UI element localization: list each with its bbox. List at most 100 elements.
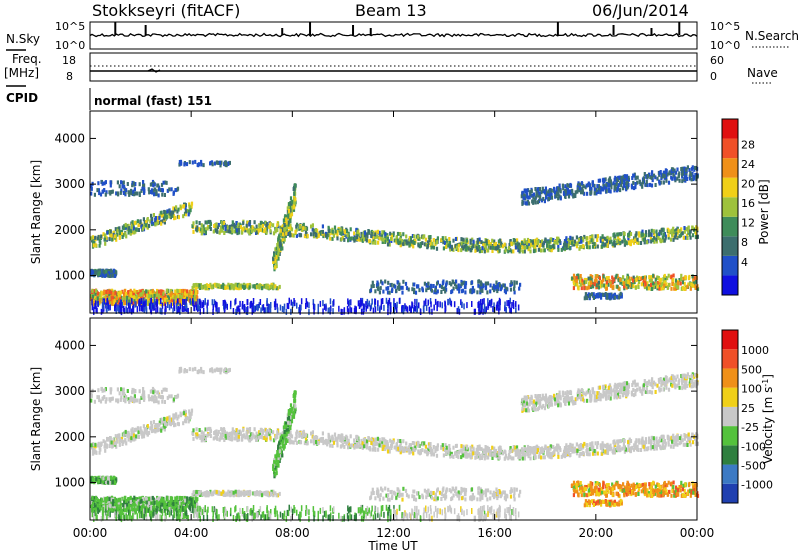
- power-cell: [460, 279, 463, 284]
- power-cell: [171, 213, 174, 218]
- power-cell: [616, 185, 620, 190]
- power-cell: [161, 295, 164, 300]
- power-cell: [109, 183, 112, 188]
- velocity-cell: [333, 432, 337, 437]
- power-cell: [304, 226, 307, 231]
- power-cell: [104, 290, 107, 295]
- power-cell: [444, 301, 446, 308]
- power-cell: [419, 309, 422, 315]
- power-cell: [632, 275, 635, 280]
- power-cell: [397, 239, 400, 244]
- power-cell: [95, 306, 97, 313]
- power-cell: [493, 306, 495, 313]
- power-cell: [649, 175, 652, 180]
- power-cell: [624, 181, 627, 186]
- power-cell: [476, 238, 479, 242]
- velocity-cell: [235, 428, 238, 433]
- power-cell: [377, 304, 379, 311]
- power-cell: [687, 229, 690, 234]
- y-tick-label: 3000: [54, 177, 85, 191]
- power-cell: [127, 223, 130, 228]
- velocity-cell: [379, 439, 382, 444]
- power-cell: [370, 234, 373, 239]
- power-cell: [372, 230, 375, 235]
- power-cell: [552, 243, 555, 248]
- power-cell: [215, 160, 218, 165]
- power-cell: [533, 239, 536, 243]
- power-cell: [124, 297, 127, 302]
- power-cell: [193, 302, 196, 306]
- power-cell: [136, 299, 140, 304]
- velocity-cell: [643, 447, 646, 452]
- power-cell: [194, 293, 197, 298]
- velocity-cell: [596, 451, 599, 456]
- power-cell: [374, 289, 377, 294]
- power-cell: [100, 234, 103, 239]
- velocity-cell: [480, 456, 483, 460]
- power-cell: [140, 224, 143, 229]
- power-cell: [434, 298, 437, 305]
- power-cell: [510, 307, 512, 314]
- power-cell: [126, 299, 128, 306]
- power-cell: [135, 297, 138, 302]
- power-cell: [639, 241, 643, 245]
- freq-tick-left-bottom: 8: [66, 70, 73, 83]
- power-cell: [588, 245, 591, 250]
- power-cell: [530, 239, 533, 244]
- power-cell: [206, 302, 208, 309]
- power-cell: [167, 295, 170, 300]
- power-cell: [499, 244, 502, 249]
- power-cell: [264, 284, 267, 289]
- power-cell: [97, 188, 100, 193]
- power-cell: [471, 301, 473, 307]
- power-cell: [272, 257, 275, 262]
- power-cell: [548, 247, 551, 252]
- power-cell: [155, 189, 158, 194]
- power-cell: [547, 197, 550, 201]
- power-cell: [694, 172, 697, 177]
- velocity-cell: [412, 447, 415, 452]
- power-cell: [510, 241, 513, 246]
- power-cell: [221, 226, 224, 231]
- power-cell: [636, 277, 639, 282]
- power-cell: [436, 305, 438, 312]
- power-cell: [491, 238, 494, 243]
- power-cell: [97, 268, 100, 273]
- power-cell: [402, 308, 405, 315]
- power-cell: [331, 229, 334, 234]
- power-cell: [109, 271, 112, 276]
- velocity-cell: [684, 442, 687, 447]
- velocity-cell: [160, 428, 163, 433]
- power-cell: [413, 290, 416, 295]
- power-cell: [142, 292, 145, 297]
- power-cell: [246, 283, 249, 288]
- power-cell: [508, 246, 511, 251]
- velocity-cell: [341, 437, 344, 442]
- power-cell: [601, 283, 604, 288]
- power-cell: [266, 222, 269, 227]
- power-cell: [546, 240, 549, 245]
- power-cell: [390, 282, 393, 287]
- power-cell: [509, 297, 511, 304]
- station-title: Stokkseyri (fitACF): [92, 1, 240, 20]
- power-cell: [268, 222, 272, 227]
- power-cell: [636, 237, 639, 242]
- power-cell: [207, 219, 210, 224]
- power-cell: [440, 238, 443, 243]
- power-cell: [448, 281, 451, 286]
- power-cell: [178, 296, 181, 301]
- power-cell: [416, 298, 418, 305]
- power-cell: [94, 235, 97, 240]
- power-cell: [452, 247, 455, 252]
- power-cell: [582, 184, 585, 188]
- velocity-cell: [660, 438, 663, 443]
- velocity-cell: [182, 421, 185, 426]
- power-cell: [418, 244, 421, 249]
- power-cell: [104, 237, 107, 242]
- power-cell: [292, 204, 295, 209]
- power-cell: [499, 287, 502, 292]
- power-cell: [239, 300, 241, 307]
- power-cell: [369, 305, 372, 312]
- power-cell: [536, 241, 539, 246]
